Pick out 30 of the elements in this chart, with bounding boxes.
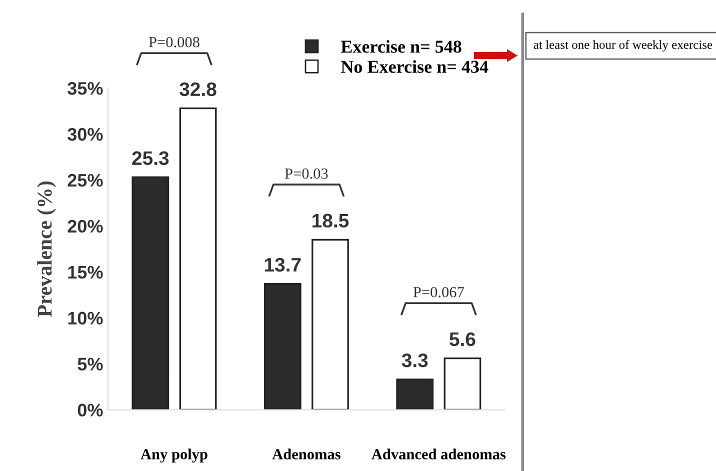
data-label: 5.6 — [450, 332, 476, 346]
data-label: 25.3 — [132, 151, 169, 166]
x-tick-label: Adenomas — [272, 448, 340, 460]
text: at least one hour of weekly exercise — [534, 40, 712, 52]
y-tick-label: 35% — [68, 82, 103, 95]
bar — [444, 357, 482, 410]
data-label: 13.7 — [264, 258, 301, 272]
y-tick-label: 15% — [68, 266, 103, 279]
bar — [264, 283, 302, 410]
text: P=0.008 — [148, 36, 200, 48]
x-tick-label: Advanced adenomas — [372, 448, 506, 460]
annotation: P=0.03 — [284, 168, 328, 179]
y-tick-label: 30% — [68, 128, 103, 141]
data-label: 3.3 — [402, 353, 428, 368]
y-axis-title: Prevalence (%) — [37, 181, 56, 317]
y-tick-label: 10% — [68, 312, 103, 325]
data-label: 32.8 — [180, 82, 216, 96]
bar — [312, 238, 349, 410]
legend-label: No Exercise n= 434 — [340, 60, 488, 73]
y-tick-label: 0% — [78, 404, 103, 416]
data-label: 18.5 — [312, 214, 349, 228]
y-tick-label: 5% — [78, 358, 103, 371]
y-tick-label: 20% — [68, 220, 103, 233]
x-tick-label: Any polyp — [140, 448, 208, 463]
annotation: P=0.067 — [413, 286, 464, 298]
y-tick-label: 25% — [68, 174, 103, 187]
legend-label: Exercise n= 548 — [340, 40, 462, 53]
bar — [179, 107, 217, 410]
bar — [132, 176, 170, 410]
bar — [396, 378, 434, 410]
